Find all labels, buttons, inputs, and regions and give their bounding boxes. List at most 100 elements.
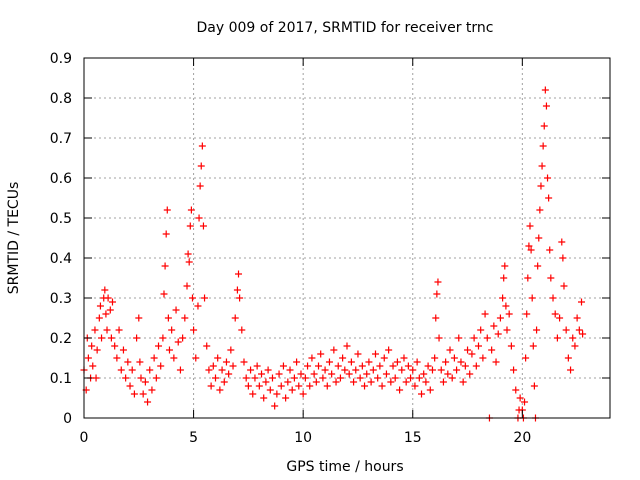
- data-point: [247, 366, 255, 374]
- data-point: [207, 382, 215, 390]
- data-point: [144, 398, 152, 406]
- data-point: [295, 382, 303, 390]
- data-point: [184, 250, 192, 258]
- data-point: [126, 382, 134, 390]
- data-point: [341, 366, 349, 374]
- data-point: [422, 378, 430, 386]
- data-point: [380, 354, 388, 362]
- data-point: [233, 286, 241, 294]
- data-point: [195, 214, 203, 222]
- data-point: [161, 262, 169, 270]
- data-point: [464, 346, 472, 354]
- data-point: [530, 382, 538, 390]
- data-point: [358, 362, 366, 370]
- data-point: [378, 382, 386, 390]
- data-point: [475, 342, 482, 350]
- data-point: [141, 378, 149, 386]
- data-point: [273, 390, 281, 398]
- data-point: [220, 378, 228, 386]
- data-point: [137, 374, 145, 382]
- data-point: [251, 374, 259, 382]
- tick-labels: 0 0.1 0.2 0.3 0.4 0.5 0.6 0.7 0.8 0.9 0 5 10 15 20: [50, 51, 532, 446]
- data-point: [435, 334, 443, 342]
- data-point: [279, 362, 287, 370]
- data-point: [253, 362, 261, 370]
- data-point: [536, 206, 544, 214]
- data-point: [299, 390, 307, 398]
- data-point: [350, 378, 358, 386]
- data-point: [310, 370, 318, 378]
- data-point: [448, 374, 456, 382]
- data-point: [391, 374, 399, 382]
- data-point: [271, 402, 279, 410]
- data-point: [562, 326, 570, 334]
- data-point: [91, 326, 99, 334]
- data-point: [179, 334, 187, 342]
- data-point: [332, 378, 340, 386]
- data-point: [198, 142, 206, 150]
- data-point: [102, 310, 110, 318]
- data-point: [98, 334, 106, 342]
- y-tick-label: 0.9: [50, 51, 72, 67]
- data-point: [461, 362, 469, 370]
- data-point: [472, 362, 480, 370]
- data-point: [89, 362, 97, 370]
- data-point: [113, 354, 121, 362]
- data-point: [466, 370, 474, 378]
- data-point: [345, 370, 353, 378]
- data-point: [524, 274, 532, 282]
- data-point: [549, 294, 557, 302]
- data-point: [546, 246, 554, 254]
- data-point: [188, 294, 196, 302]
- data-point: [262, 378, 270, 386]
- data-point: [319, 374, 327, 382]
- data-point: [521, 398, 529, 406]
- data-point: [535, 234, 543, 242]
- data-point: [540, 122, 548, 130]
- data-point: [374, 374, 382, 382]
- data-point: [170, 354, 178, 362]
- data-point: [242, 374, 250, 382]
- y-tick-label: 0.3: [50, 291, 72, 307]
- data-point: [164, 314, 172, 322]
- data-point: [192, 354, 200, 362]
- data-point: [363, 370, 371, 378]
- data-point: [185, 258, 193, 266]
- y-axis-label: SRMTID / TECUs: [6, 182, 22, 295]
- data-point: [393, 358, 401, 366]
- data-point: [96, 302, 104, 310]
- data-point: [268, 374, 276, 382]
- data-point: [398, 366, 406, 374]
- axis-ticks: [83, 57, 610, 419]
- data-point: [157, 362, 165, 370]
- data-point: [323, 382, 331, 390]
- data-point: [496, 314, 504, 322]
- data-point: [434, 278, 442, 286]
- data-point: [152, 374, 160, 382]
- data-point: [503, 326, 511, 334]
- chart-title: Day 009 of 2017, SRMTID for receiver trn…: [197, 20, 494, 36]
- data-point: [389, 362, 397, 370]
- data-point: [212, 374, 219, 382]
- data-point: [133, 334, 141, 342]
- data-point: [544, 174, 552, 182]
- data-point: [187, 206, 195, 214]
- data-point: [468, 350, 476, 358]
- data-point: [108, 298, 116, 306]
- data-point: [354, 350, 362, 358]
- data-point: [437, 366, 445, 374]
- data-point: [330, 346, 338, 354]
- data-point: [365, 358, 373, 366]
- data-point: [433, 290, 441, 298]
- data-point: [225, 370, 233, 378]
- data-point: [122, 374, 130, 382]
- data-point: [130, 390, 138, 398]
- data-point: [321, 366, 329, 374]
- data-point: [315, 362, 323, 370]
- data-point: [236, 294, 244, 302]
- data-point: [523, 310, 531, 318]
- data-point: [396, 386, 404, 394]
- data-point: [400, 354, 408, 362]
- x-tick-label: 20: [513, 430, 531, 446]
